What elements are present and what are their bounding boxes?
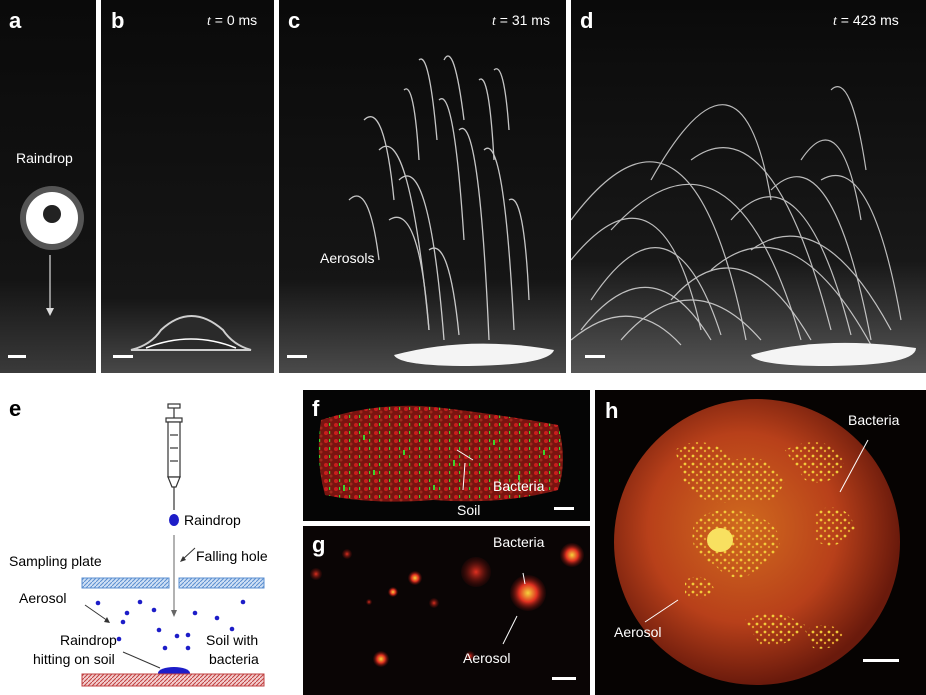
time-label-b: t = 0 ms: [207, 12, 258, 29]
soil-label-2: bacteria: [209, 651, 259, 667]
bacteria-clusters: [675, 442, 855, 649]
panel-d-image: [571, 0, 926, 373]
panel-c-image: [279, 0, 566, 373]
scale-bar: [585, 355, 605, 358]
panel-label-b: b: [111, 8, 125, 33]
soil-sample: [751, 342, 916, 366]
aerosol-trajectories: [348, 55, 530, 341]
bacteria-label-f: Bacteria: [493, 478, 545, 494]
sampling-plate-right: [178, 577, 265, 589]
panel-label-c: c: [288, 8, 301, 33]
aerosols-label: Aerosols: [320, 250, 375, 266]
panel-h: h Bacteria Aerosol: [595, 390, 926, 695]
time-label-d: t = 423 ms: [833, 12, 899, 29]
sampling-plate-label: Sampling plate: [9, 553, 102, 569]
panel-b: b t = 0 ms: [101, 0, 274, 373]
panel-g: g Bacteria Aerosol: [303, 526, 590, 695]
soil-label-1: Soil with: [206, 632, 259, 648]
panel-d: d t = 423 ms: [571, 0, 926, 373]
raindrop-icon: [169, 514, 179, 526]
aerosol-trajectories: [571, 86, 902, 346]
panel-f: f Bacteria Soil: [303, 390, 590, 521]
falling-hole-label: Falling hole: [196, 548, 268, 564]
bacteria-label-h: Bacteria: [848, 412, 900, 428]
aerosol-droplets: [310, 543, 584, 667]
panel-label-e: e: [9, 396, 22, 421]
panel-b-image: [101, 0, 274, 373]
bacteria-marks: [343, 435, 545, 491]
soil-matrix: [318, 405, 563, 502]
scale-bar: [8, 355, 26, 358]
panel-label-h: h: [605, 398, 619, 423]
aerosol-label-g: Aerosol: [463, 650, 511, 666]
soil-sample: [394, 343, 554, 366]
panel-label-a: a: [9, 8, 22, 33]
experiment-diagram: [81, 403, 265, 687]
raindrop-label: Raindrop: [16, 150, 73, 166]
panel-c: c t = 31 ms Aerosols: [279, 0, 566, 373]
panel-e: e Raindrop Falling hole Sampling plate A…: [0, 390, 300, 695]
time-label-c: t = 31 ms: [492, 12, 550, 29]
flattened-drop: [130, 315, 252, 351]
bacteria-label-g: Bacteria: [493, 534, 545, 550]
aerosol-dots: [95, 599, 246, 651]
sampling-plate-left: [81, 577, 170, 589]
scale-bar: [863, 659, 899, 662]
aerosol-label: Aerosol: [19, 590, 67, 606]
aerosol-label-h: Aerosol: [614, 624, 662, 640]
panel-a-image: [0, 0, 96, 373]
syringe-icon: [165, 403, 183, 510]
soil-layer: [81, 673, 265, 687]
panel-g-image: [310, 543, 584, 680]
scale-bar: [113, 355, 133, 358]
panel-f-image: [318, 405, 574, 510]
scale-bar: [552, 677, 576, 680]
scale-bar: [554, 507, 574, 510]
panel-h-image: [614, 399, 900, 685]
panel-a: a Raindrop: [0, 0, 96, 373]
raindrop-label: Raindrop: [184, 512, 241, 528]
panel-label-g: g: [312, 532, 326, 557]
panel-label-f: f: [312, 396, 320, 421]
hitting-label-1: Raindrop: [60, 632, 117, 648]
scale-bar: [287, 355, 307, 358]
panel-label-d: d: [580, 8, 594, 33]
hitting-label-2: hitting on soil: [33, 651, 115, 667]
soil-label-f: Soil: [457, 502, 481, 518]
